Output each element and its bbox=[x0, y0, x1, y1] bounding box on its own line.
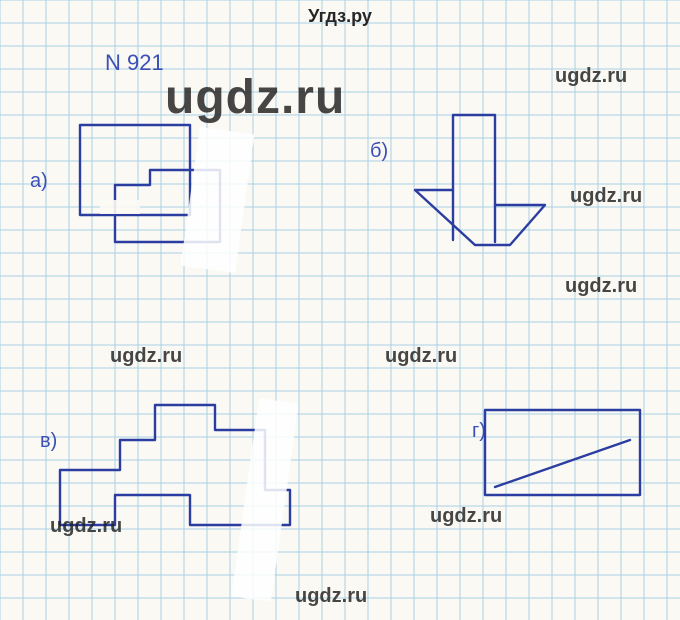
small-wm-2: ugdz.ru bbox=[570, 185, 642, 208]
small-wm-8: ugdz.ru bbox=[295, 585, 367, 608]
small-wm-6: ugdz.ru bbox=[50, 515, 122, 538]
whiteout-1 bbox=[100, 200, 140, 214]
small-wm-4: ugdz.ru bbox=[110, 345, 182, 368]
small-wm-5: ugdz.ru bbox=[385, 345, 457, 368]
small-wm-1: ugdz.ru bbox=[555, 65, 627, 88]
small-wm-3: ugdz.ru bbox=[565, 275, 637, 298]
small-wm-7: ugdz.ru bbox=[430, 505, 502, 528]
notebook-paper: Угдз.ру N 921 ugdz.ru а) б) в) г) ugdz.r… bbox=[0, 0, 680, 620]
label-b: б) bbox=[370, 140, 388, 163]
shape-g bbox=[480, 405, 670, 525]
shape-b bbox=[395, 110, 575, 280]
big-watermark-1: ugdz.ru bbox=[165, 70, 345, 125]
label-a: а) bbox=[30, 170, 48, 193]
problem-number: N 921 bbox=[105, 50, 164, 76]
site-title: Угдз.ру bbox=[308, 6, 372, 27]
